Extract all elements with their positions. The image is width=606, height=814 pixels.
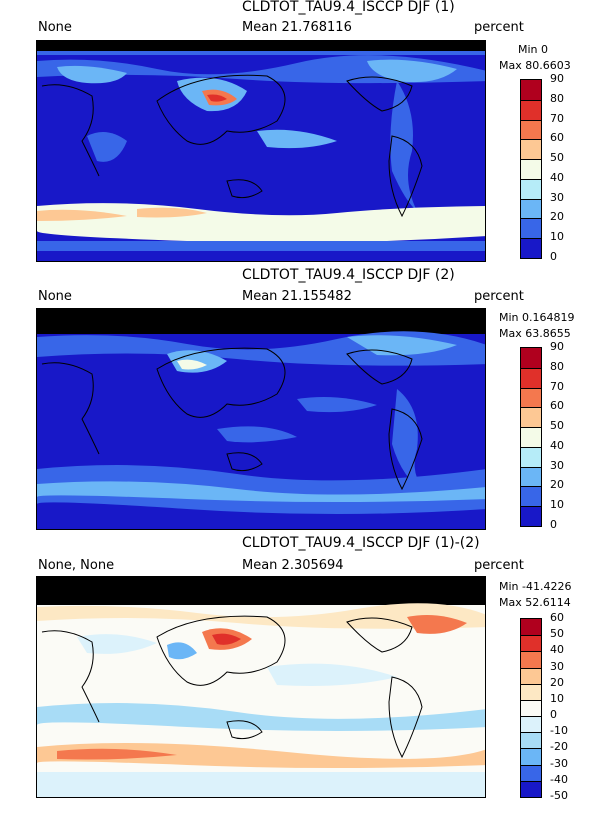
colorbar-swatch — [521, 506, 541, 526]
panel-3-min: Min -41.4226 — [499, 580, 572, 593]
colorbar-tick-label: 70 — [550, 111, 564, 125]
colorbar-swatch — [521, 348, 541, 368]
colorbar-swatch — [521, 407, 541, 428]
colorbar-tick-label: -30 — [550, 756, 568, 770]
colorbar-swatch — [521, 99, 541, 120]
colorbar-swatch — [521, 238, 541, 258]
colorbar-tick-label: 10 — [550, 498, 564, 512]
colorbar-tick-label: 80 — [550, 91, 564, 105]
colorbar-tick-label: 40 — [550, 170, 564, 184]
colorbar-tick-label: 0 — [550, 250, 557, 263]
colorbar-tick-label: 60 — [550, 399, 564, 413]
panel-2: CLDTOT_TAU9.4_ISCCP DJF (2) None Mean 21… — [0, 268, 606, 538]
colorbar-swatch — [521, 80, 541, 100]
colorbar-tick-label: 60 — [550, 611, 564, 624]
colorbar-swatch — [521, 178, 541, 199]
colorbar-swatch — [521, 635, 541, 652]
colorbar-tick-label: 20 — [550, 675, 564, 689]
colorbar-swatch — [521, 748, 541, 765]
panel-1-variable-label: None — [38, 20, 72, 35]
panel-3-colorbar — [520, 618, 542, 798]
colorbar-tick-label: -50 — [550, 789, 568, 802]
panel-1-map-plot — [37, 41, 485, 261]
colorbar-tick-label: 60 — [550, 131, 564, 145]
colorbar-swatch — [521, 387, 541, 408]
panel-2-title: CLDTOT_TAU9.4_ISCCP DJF (2) — [242, 267, 455, 283]
panel-1-map — [36, 40, 486, 262]
colorbar-swatch — [521, 716, 541, 733]
colorbar-tick-label: 20 — [550, 210, 564, 224]
colorbar-tick-label: 30 — [550, 458, 564, 472]
panel-2-map-plot — [37, 309, 485, 529]
colorbar-tick-label: 90 — [550, 340, 564, 353]
panel-3-max: Max 52.6114 — [499, 596, 571, 609]
panel-1-colorbar — [520, 79, 542, 259]
panel-2-variable-label: None — [38, 289, 72, 304]
colorbar-swatch — [521, 683, 541, 700]
panel-1-max: Max 80.6603 — [499, 59, 571, 72]
colorbar-tick-label: 40 — [550, 438, 564, 452]
colorbar-swatch — [521, 619, 541, 636]
colorbar-swatch — [521, 486, 541, 507]
colorbar-swatch — [521, 446, 541, 467]
colorbar-tick-label: 20 — [550, 478, 564, 492]
colorbar-swatch — [521, 367, 541, 388]
colorbar-swatch — [521, 218, 541, 239]
panel-3-units: percent — [474, 558, 524, 573]
colorbar-tick-label: -40 — [550, 772, 568, 786]
colorbar-swatch — [521, 780, 541, 797]
colorbar-swatch — [521, 139, 541, 160]
colorbar-tick-label: 90 — [550, 72, 564, 85]
colorbar-tick-label: -10 — [550, 724, 568, 738]
colorbar-tick-label: 10 — [550, 230, 564, 244]
colorbar-swatch — [521, 699, 541, 717]
colorbar-tick-label: 10 — [550, 691, 564, 705]
colorbar-swatch — [521, 198, 541, 219]
colorbar-swatch — [521, 764, 541, 781]
panel-2-min: Min 0.164819 — [499, 311, 575, 324]
colorbar-swatch — [521, 427, 541, 447]
colorbar-tick-label: 50 — [550, 627, 564, 641]
panel-2-map — [36, 308, 486, 530]
colorbar-tick-label: 40 — [550, 643, 564, 657]
panel-2-colorbar — [520, 347, 542, 527]
colorbar-tick-label: 0 — [550, 708, 557, 722]
colorbar-swatch — [521, 159, 541, 179]
panel-2-mean: Mean 21.155482 — [242, 289, 352, 304]
panel-1-title: CLDTOT_TAU9.4_ISCCP DJF (1) — [242, 0, 455, 15]
colorbar-tick-label: 30 — [550, 190, 564, 204]
panel-2-units: percent — [474, 289, 524, 304]
colorbar-tick-label: -20 — [550, 740, 568, 754]
colorbar-tick-label: 0 — [550, 518, 557, 531]
colorbar-tick-label: 50 — [550, 419, 564, 433]
panel-3-map — [36, 576, 486, 798]
colorbar-tick-label: 70 — [550, 379, 564, 393]
panel-1: CLDTOT_TAU9.4_ISCCP DJF (1) None Mean 21… — [0, 0, 606, 270]
panel-3-title: CLDTOT_TAU9.4_ISCCP DJF (1)-(2) — [242, 535, 480, 551]
colorbar-tick-label: 80 — [550, 359, 564, 373]
panel-3-map-plot — [37, 577, 485, 797]
colorbar-swatch — [521, 651, 541, 668]
panel-3-mean: Mean 2.305694 — [242, 558, 344, 573]
colorbar-swatch — [521, 667, 541, 684]
panel-1-min: Min 0 — [518, 43, 549, 56]
colorbar-tick-label: 30 — [550, 659, 564, 673]
colorbar-swatch — [521, 119, 541, 140]
panel-1-units: percent — [474, 20, 524, 35]
panel-2-max: Max 63.8655 — [499, 327, 571, 340]
colorbar-tick-label: 50 — [550, 151, 564, 165]
panel-1-mean: Mean 21.768116 — [242, 20, 352, 35]
colorbar-swatch — [521, 466, 541, 487]
panel-3-variable-label: None, None — [38, 558, 115, 573]
panel-3: CLDTOT_TAU9.4_ISCCP DJF (1)-(2) None, No… — [0, 536, 606, 814]
colorbar-swatch — [521, 732, 541, 749]
